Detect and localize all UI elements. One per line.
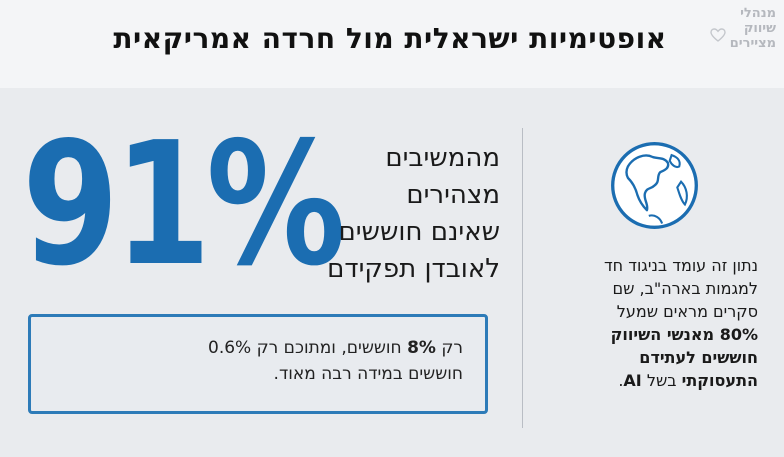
side-description: נתון זה עומד בניגוד חד למגמות בארה"ב, שם…: [540, 254, 758, 392]
logo-line-1: מנהלי: [740, 6, 776, 21]
side-bold-2: חוששים לעתידם: [639, 348, 758, 367]
note-bold: 8%: [407, 338, 436, 358]
stat-line-2: מצהירים: [406, 180, 500, 210]
side-tail: בשל: [641, 371, 682, 390]
vertical-divider: [522, 128, 523, 428]
side-ai: AI: [623, 371, 642, 390]
big-percentage: 91%: [22, 106, 346, 304]
note-pre: רק: [435, 338, 463, 358]
side-bold-1: 80% מאנשי השיווק: [610, 325, 758, 344]
note-post: חוששים, ומתוכם רק 0.6%: [208, 338, 408, 358]
note-box: רק 8% חוששים, ומתוכם רק 0.6% חוששים במיד…: [28, 314, 488, 414]
globe-icon: [611, 142, 698, 229]
note-line-2: חוששים במידה רבה מאוד.: [273, 364, 463, 384]
stat-line-1: מהמשיבים: [385, 143, 500, 173]
side-line-1: נתון זה עומד בניגוד חד: [603, 256, 758, 275]
logo-line-2: שיווק: [743, 21, 776, 36]
header-bar: אופטימיות ישראלית מול חרדה אמריקאית מנהל…: [0, 0, 784, 88]
percentage-value: 91%: [22, 106, 346, 304]
logo-line-3: מציירים: [729, 36, 776, 51]
heart-icon: [710, 28, 726, 42]
side-end: .: [618, 371, 624, 390]
side-line-last: התעסוקתי בשל AI.: [540, 369, 758, 392]
stat-description: מהמשיבים מצהירים שאינם חוששים לאובדן תפק…: [300, 140, 500, 288]
brand-logo: מנהלי שיווק מציירים: [706, 6, 776, 51]
side-bold-3: התעסוקתי: [681, 371, 758, 390]
stat-line-3: שאינם חוששים: [338, 217, 500, 247]
stat-line-4: לאובדן תפקידם: [327, 254, 500, 284]
side-line-3: סקרים מראים שמעל: [616, 302, 758, 321]
page-title: אופטימיות ישראלית מול חרדה אמריקאית: [113, 22, 667, 55]
side-line-2: למגמות בארה"ב, שם: [612, 279, 758, 298]
note-line-1: רק 8% חוששים, ומתוכם רק 0.6%: [41, 335, 463, 361]
